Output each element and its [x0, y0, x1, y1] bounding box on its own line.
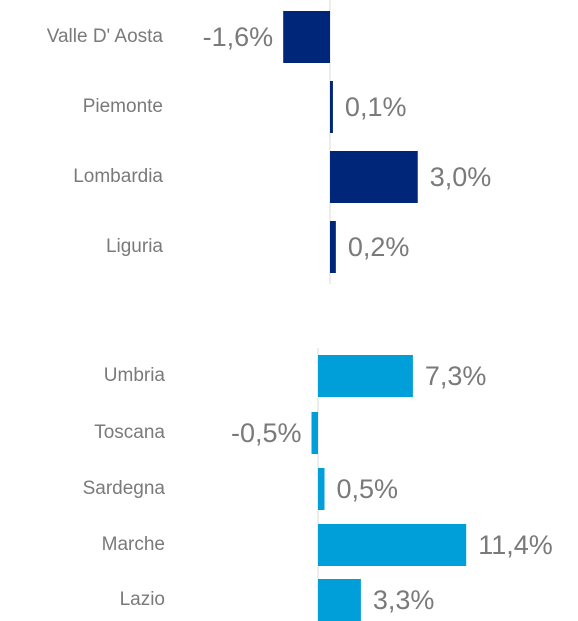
value-label: 0,5%: [337, 474, 399, 504]
value-label: -0,5%: [231, 418, 302, 448]
bar: [318, 524, 467, 566]
category-label: Liguria: [106, 236, 163, 257]
category-label: Toscana: [94, 422, 165, 443]
bar: [283, 11, 330, 63]
category-label: Valle D' Aosta: [47, 26, 164, 47]
bar: [311, 412, 318, 454]
category-label: Piemonte: [83, 96, 163, 117]
value-label: 3,0%: [430, 162, 492, 192]
value-label: -1,6%: [203, 22, 274, 52]
value-label: 0,1%: [345, 92, 407, 122]
category-label: Lazio: [120, 589, 165, 610]
category-label: Umbria: [104, 365, 166, 386]
value-label: 3,3%: [373, 585, 435, 615]
value-label: 7,3%: [425, 361, 487, 391]
category-label: Sardegna: [83, 478, 166, 499]
category-label: Lombardia: [73, 166, 163, 187]
category-label: Marche: [102, 534, 165, 555]
value-label: 11,4%: [478, 530, 553, 560]
bar: [318, 355, 413, 397]
bar: [330, 151, 418, 203]
bar: [330, 81, 333, 133]
value-label: 0,2%: [348, 232, 410, 262]
bar: [330, 221, 336, 273]
bar: [318, 579, 361, 621]
bar: [318, 468, 325, 510]
